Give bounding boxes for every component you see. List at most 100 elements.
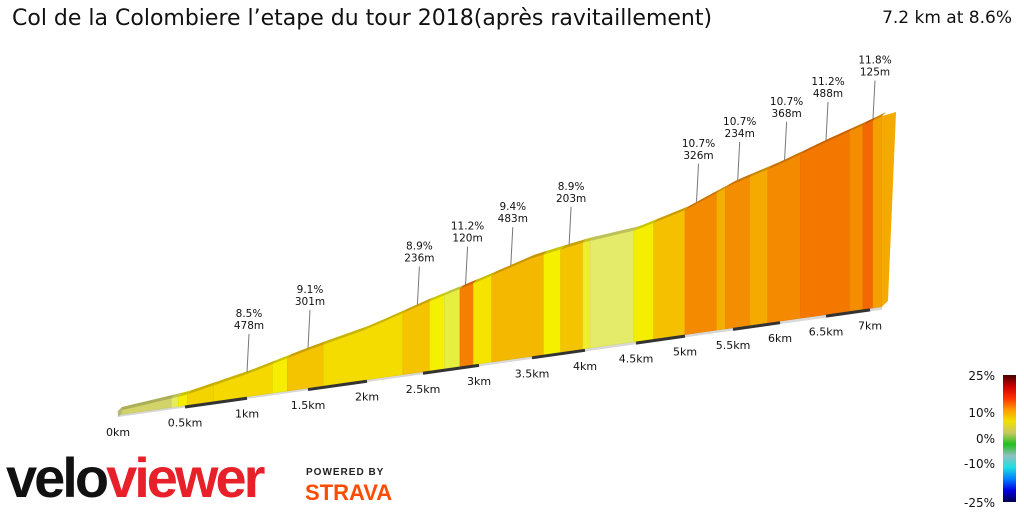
distance-band — [184, 396, 248, 409]
annotation-leader — [872, 80, 876, 119]
annotation-gradient: 8.9% — [558, 181, 585, 193]
annotation-leader — [568, 206, 572, 245]
x-tick-label: 0km — [106, 426, 130, 439]
annotation-gradient: 10.7% — [770, 96, 803, 108]
x-tick-label: 3.5km — [515, 367, 550, 380]
annotation-leader — [416, 266, 420, 305]
profile-segment — [725, 176, 751, 330]
distance-band — [422, 363, 480, 375]
profile-segment-top-edge — [725, 172, 754, 189]
annotation-gradient: 11.2% — [811, 76, 844, 88]
profile-segment — [459, 282, 474, 367]
annotation-length: 488m — [813, 88, 843, 100]
distance-band — [531, 348, 586, 360]
profile-segment — [171, 396, 179, 408]
strava-logo[interactable]: STRAVA — [305, 480, 393, 505]
profile-segment — [444, 288, 461, 370]
legend-color-bar — [1003, 375, 1016, 502]
logo-viewer: viewer — [106, 446, 265, 509]
profile-segment-top-edge — [213, 359, 277, 386]
x-tick-label: 2km — [355, 391, 379, 404]
x-tick-label: 1km — [235, 408, 259, 421]
annotation-gradient: 9.4% — [499, 201, 526, 213]
profile-segment — [749, 168, 769, 326]
legend-label: -25% — [964, 496, 995, 510]
veloviewer-logo[interactable]: veloviewer — [6, 446, 265, 509]
profile-segment — [633, 222, 654, 343]
profile-segment — [872, 115, 883, 309]
distance-band — [732, 321, 781, 331]
profile-segment — [323, 312, 404, 387]
annotation-leader — [825, 101, 829, 141]
annotation-leader — [465, 246, 469, 285]
profile-segment — [684, 192, 717, 335]
profile-segment-top-edge — [272, 354, 292, 364]
profile-segment-top-edge — [178, 390, 192, 397]
profile-segment-top-edge — [560, 238, 587, 250]
profile-segment — [402, 300, 430, 375]
profile-segment — [582, 240, 591, 350]
annotation-length: 483m — [498, 213, 528, 225]
annotation-length: 125m — [860, 67, 890, 79]
profile-segment-top-edge — [716, 184, 730, 193]
x-tick-label: 3km — [467, 375, 491, 388]
profile-segment-top-edge — [873, 112, 886, 121]
profile-end-face — [882, 112, 896, 307]
x-tick-label: 5.5km — [716, 339, 751, 352]
profile-segments — [117, 112, 896, 417]
legend-label: 0% — [976, 432, 995, 446]
profile-segment — [473, 275, 492, 365]
x-tick-label: 0.5km — [168, 417, 203, 430]
annotation-length: 236m — [404, 253, 434, 265]
annotation-leader — [696, 163, 700, 202]
profile-segment-top-edge — [653, 206, 689, 223]
profile-segment — [653, 209, 686, 340]
profile-segment — [716, 187, 726, 331]
annotation-length: 301m — [295, 296, 325, 308]
annotation-gradient: 8.5% — [236, 308, 263, 320]
legend-label: -10% — [964, 457, 995, 471]
profile-segment-top-edge — [800, 127, 854, 155]
annotation-leader — [307, 309, 311, 349]
legend-label: 10% — [968, 406, 995, 420]
annotation-length: 120m — [452, 233, 482, 245]
x-tick-label: 7km — [858, 319, 882, 332]
profile-segment-top-edge — [849, 121, 867, 132]
profile-segment-top-edge — [287, 340, 328, 359]
x-tick-label: 5km — [673, 346, 697, 359]
distance-band — [825, 308, 871, 318]
annotation-length: 478m — [234, 320, 264, 332]
profile-segment-top-edge — [118, 394, 176, 411]
annotation-length: 234m — [725, 128, 755, 140]
legend-label: 25% — [968, 369, 995, 383]
profile-segment-top-edge — [685, 188, 721, 210]
powered-by-label: POWERED BY — [306, 467, 385, 478]
annotation-length: 203m — [556, 193, 586, 205]
profile-segment-top-edge — [749, 165, 772, 177]
annotation-length: 326m — [683, 150, 713, 162]
profile-segment — [287, 344, 324, 392]
profile-start-face — [118, 407, 122, 417]
annotation-leader — [510, 227, 514, 266]
profile-segment — [589, 230, 635, 349]
profile-segment-top-edge — [473, 271, 496, 284]
x-tick-label: 6.5km — [809, 326, 844, 339]
profile-segment-top-edge — [187, 381, 218, 395]
profile-segment — [799, 130, 851, 319]
distance-axis: 0km 0.5km 1km 1.5km 2km 2.5km 3km 3.5km 4km 4.5km… — [106, 308, 882, 439]
climb-summary: 7.2 km at 8.6% — [882, 8, 1012, 28]
profile-segment-top-edge — [767, 150, 805, 170]
profile-segment — [560, 242, 584, 353]
profile-segment-top-edge — [491, 250, 548, 276]
profile-segment-top-edge — [633, 218, 658, 231]
annotation-gradient: 8.9% — [406, 241, 433, 253]
logo-velo: velo — [6, 446, 109, 509]
annotation-gradient: 11.2% — [451, 221, 484, 233]
profile-segment — [429, 294, 445, 372]
profile-segment-top-edge — [590, 226, 638, 241]
distance-band — [635, 334, 686, 345]
profile-segment — [862, 120, 874, 310]
annotation-gradient: 11.8% — [858, 55, 891, 67]
profile-segment-top-edge — [444, 284, 464, 296]
